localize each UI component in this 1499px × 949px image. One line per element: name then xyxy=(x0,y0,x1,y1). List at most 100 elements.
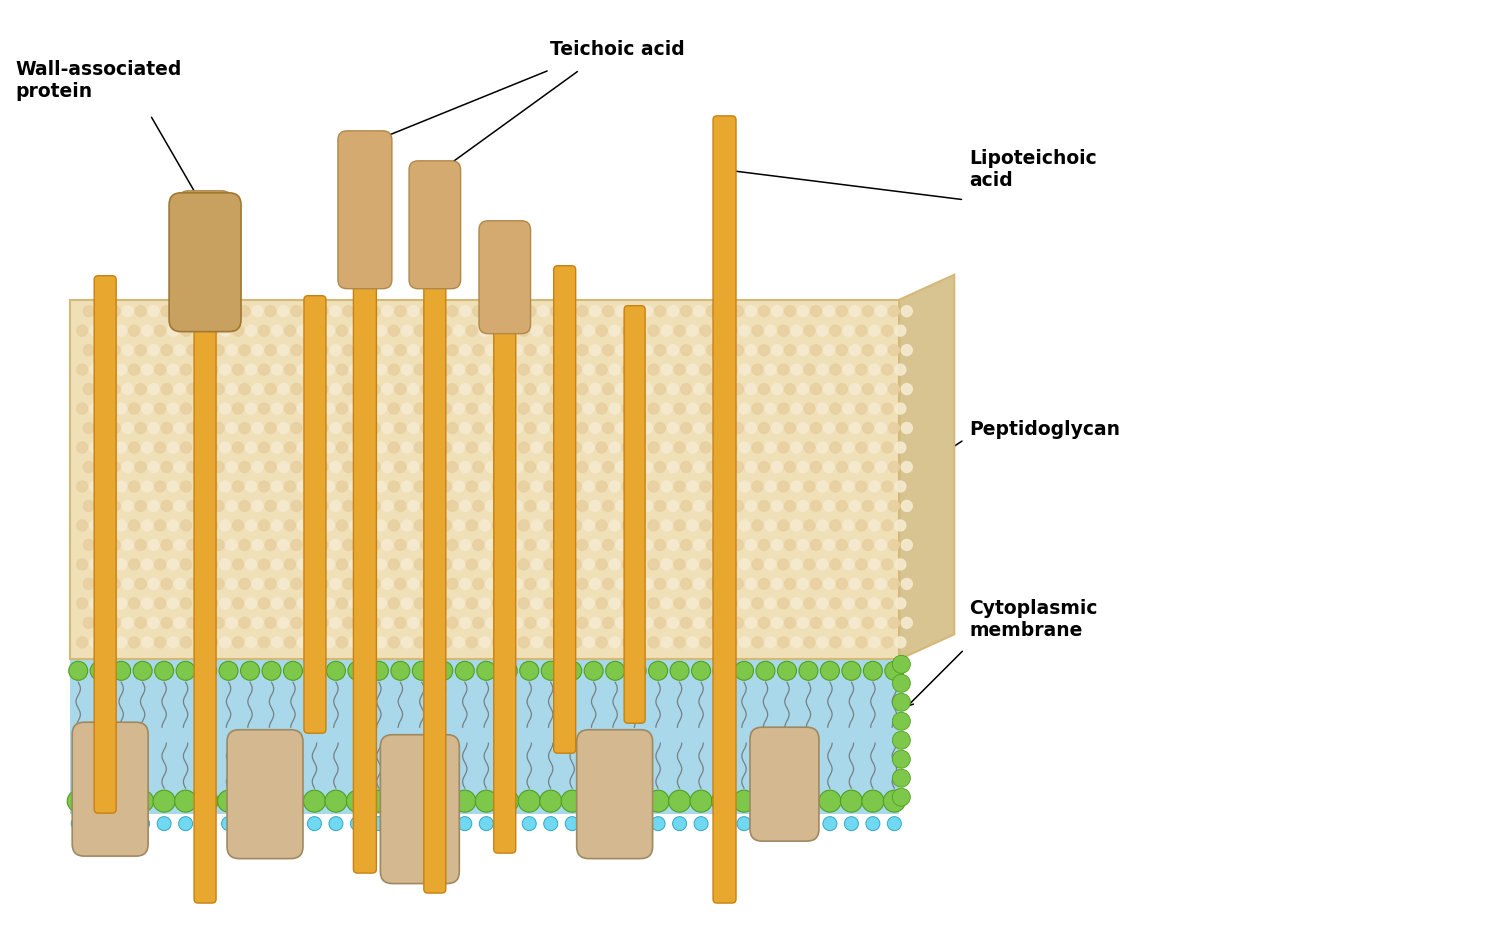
Circle shape xyxy=(148,344,159,356)
Circle shape xyxy=(388,637,399,648)
Circle shape xyxy=(726,637,738,648)
Circle shape xyxy=(121,500,133,512)
Circle shape xyxy=(628,618,640,628)
Circle shape xyxy=(304,344,315,356)
Circle shape xyxy=(453,520,465,530)
Circle shape xyxy=(285,481,295,492)
Circle shape xyxy=(842,326,854,336)
Circle shape xyxy=(836,539,847,550)
Circle shape xyxy=(616,422,627,434)
Circle shape xyxy=(265,306,276,317)
Circle shape xyxy=(441,481,451,492)
Circle shape xyxy=(460,500,471,512)
FancyBboxPatch shape xyxy=(70,300,899,660)
Circle shape xyxy=(842,598,854,609)
Circle shape xyxy=(238,578,250,589)
Circle shape xyxy=(609,817,622,830)
Circle shape xyxy=(648,791,669,812)
Circle shape xyxy=(609,442,621,453)
Circle shape xyxy=(277,578,289,589)
Circle shape xyxy=(466,364,477,375)
Circle shape xyxy=(881,559,893,570)
Circle shape xyxy=(297,520,309,530)
Circle shape xyxy=(115,442,126,453)
Circle shape xyxy=(76,520,88,530)
Circle shape xyxy=(628,383,640,395)
Circle shape xyxy=(720,500,730,512)
Circle shape xyxy=(168,442,178,453)
Circle shape xyxy=(135,618,145,628)
Circle shape xyxy=(199,422,211,434)
Circle shape xyxy=(492,326,504,336)
Circle shape xyxy=(519,364,529,375)
Circle shape xyxy=(622,598,633,609)
Circle shape xyxy=(96,461,106,473)
Circle shape xyxy=(570,326,582,336)
Circle shape xyxy=(881,520,893,530)
Circle shape xyxy=(733,422,744,434)
Circle shape xyxy=(511,422,523,434)
Circle shape xyxy=(382,461,393,473)
Circle shape xyxy=(96,383,106,395)
Circle shape xyxy=(499,461,510,473)
Circle shape xyxy=(180,481,192,492)
Circle shape xyxy=(714,559,724,570)
Circle shape xyxy=(892,751,910,768)
Circle shape xyxy=(694,306,705,317)
Circle shape xyxy=(460,461,471,473)
Circle shape xyxy=(667,500,679,512)
Circle shape xyxy=(336,442,348,453)
Circle shape xyxy=(778,481,788,492)
Circle shape xyxy=(733,500,744,512)
Circle shape xyxy=(285,637,295,648)
Circle shape xyxy=(850,422,860,434)
Circle shape xyxy=(525,500,535,512)
Circle shape xyxy=(625,791,648,812)
Circle shape xyxy=(72,817,85,830)
Circle shape xyxy=(336,364,348,375)
Circle shape xyxy=(291,422,301,434)
Circle shape xyxy=(408,344,418,356)
Circle shape xyxy=(570,559,582,570)
Circle shape xyxy=(297,442,309,453)
Circle shape xyxy=(803,637,815,648)
Circle shape xyxy=(811,306,821,317)
Circle shape xyxy=(84,344,94,356)
Circle shape xyxy=(297,559,309,570)
Circle shape xyxy=(375,481,387,492)
Circle shape xyxy=(830,364,841,375)
Circle shape xyxy=(715,817,730,830)
Circle shape xyxy=(797,539,808,550)
Circle shape xyxy=(778,598,788,609)
Circle shape xyxy=(784,422,796,434)
Circle shape xyxy=(415,817,429,830)
Circle shape xyxy=(243,817,256,830)
Circle shape xyxy=(642,578,652,589)
Circle shape xyxy=(109,539,120,550)
Circle shape xyxy=(187,306,198,317)
Circle shape xyxy=(895,520,905,530)
Circle shape xyxy=(655,383,666,395)
FancyBboxPatch shape xyxy=(169,193,241,331)
Circle shape xyxy=(550,539,562,550)
Circle shape xyxy=(883,791,905,812)
Circle shape xyxy=(609,326,621,336)
Circle shape xyxy=(628,578,640,589)
Circle shape xyxy=(486,461,496,473)
Circle shape xyxy=(310,520,321,530)
Circle shape xyxy=(486,422,496,434)
Circle shape xyxy=(694,422,705,434)
Circle shape xyxy=(129,637,139,648)
Circle shape xyxy=(642,618,652,628)
Circle shape xyxy=(597,403,607,414)
Circle shape xyxy=(246,364,256,375)
Circle shape xyxy=(219,481,231,492)
Circle shape xyxy=(850,383,860,395)
Circle shape xyxy=(369,422,379,434)
Circle shape xyxy=(603,422,613,434)
Circle shape xyxy=(739,598,750,609)
Circle shape xyxy=(193,442,204,453)
Circle shape xyxy=(875,539,886,550)
Circle shape xyxy=(343,578,354,589)
Circle shape xyxy=(343,383,354,395)
